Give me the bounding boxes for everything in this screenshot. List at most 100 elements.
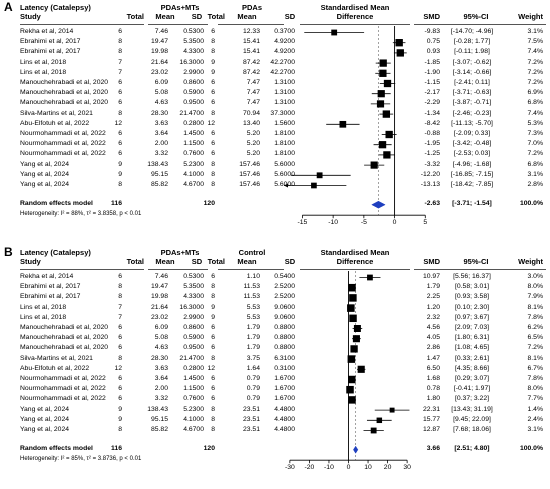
study-smd: 0.75 — [426, 38, 440, 46]
study-ci: [0.93; 3.58] — [454, 293, 489, 301]
group2-sd: 0.5400 — [274, 273, 295, 280]
study-weight: 3.1% — [527, 426, 544, 433]
study-smd: 0.93 — [426, 48, 440, 56]
pooled-ci: [2.51; 4.80] — [454, 445, 490, 453]
study-weight: 7.0% — [527, 140, 544, 148]
group1-sd: 1.4500 — [183, 130, 204, 137]
study-ci: [-4.96; -1.68] — [452, 160, 492, 168]
group2-mean: 11.53 — [243, 293, 260, 301]
study-smd: 12.87 — [422, 426, 440, 433]
study-effect-marker — [348, 375, 356, 384]
group1-sd: 2.9900 — [183, 313, 204, 321]
ci-header: 95%-CI — [463, 257, 489, 266]
study-weight: 7.3% — [527, 130, 544, 137]
group2-total: 12 — [207, 364, 215, 372]
group1-total: 6 — [118, 395, 122, 403]
group1-sd: 0.5300 — [183, 273, 204, 280]
study-name: Nourmohammadi et al, 2022 — [20, 395, 106, 403]
group2-mean: 5.20 — [246, 130, 260, 137]
study-ci: [-3.07; -0.62] — [452, 58, 492, 66]
weight-header: Weight — [518, 12, 543, 21]
study-ci: [-3.87; -0.71] — [452, 99, 492, 107]
group1-mean: 138.43 — [147, 160, 168, 168]
pooled-smd: 3.66 — [426, 445, 440, 453]
group1-sd: 0.5900 — [183, 334, 204, 342]
group1-total: 6 — [118, 385, 122, 393]
study-effect-marker — [379, 59, 387, 67]
group2-mean: 157.46 — [239, 181, 260, 188]
study-weight: 7.2% — [527, 344, 544, 352]
study-smd: -2.29 — [424, 99, 441, 107]
group1-total: 8 — [118, 283, 122, 291]
group1-total: 6 — [118, 344, 122, 352]
group2-total: 8 — [211, 354, 215, 362]
study-ci: [0.97; 3.67] — [454, 313, 489, 321]
group2-mean: 157.46 — [239, 170, 260, 178]
group1-mean: 23.02 — [150, 313, 168, 321]
group1-total: 9 — [118, 170, 122, 178]
header-rule — [218, 24, 284, 25]
header-rule — [148, 269, 208, 270]
group1-total: 8 — [118, 293, 122, 301]
study-weight: 8.0% — [527, 385, 544, 393]
chart-title: Latency (Catalepsy) — [20, 3, 91, 12]
group1-mean: 6.09 — [154, 324, 168, 331]
group2-total: 6 — [211, 375, 215, 382]
group2-mean: 11.53 — [243, 283, 260, 291]
study-weight: 7.5% — [527, 38, 544, 46]
study-name: Nourmohammadi et al, 2022 — [20, 385, 106, 393]
study-effect-marker — [347, 304, 355, 312]
mean-header: Mean — [237, 257, 257, 266]
group1-sd: 4.6700 — [183, 426, 204, 433]
group2-total: 6 — [211, 150, 215, 158]
study-effect-marker — [378, 141, 387, 149]
group1-mean: 3.32 — [154, 395, 168, 403]
study-effect-marker — [350, 345, 358, 353]
group2-total: 6 — [211, 99, 215, 107]
group1-sd: 0.8600 — [183, 324, 204, 331]
group2-sd: 0.8800 — [274, 334, 295, 342]
x-tick-label: -10 — [328, 219, 339, 227]
study-smd: -1.34 — [424, 109, 441, 117]
effect-header: Difference — [336, 257, 374, 266]
study-smd: -1.90 — [424, 68, 441, 76]
study-effect-marker — [352, 335, 360, 343]
group2-sd: 1.8100 — [274, 130, 295, 137]
group1-mean: 3.64 — [154, 130, 168, 137]
group1-sd: 1.4500 — [183, 375, 204, 382]
study-effect-marker — [376, 417, 383, 424]
group2-sd: 4.9200 — [274, 48, 295, 56]
study-ci: [0.37; 3.22] — [454, 395, 489, 403]
group2-sd: 1.8100 — [274, 140, 295, 148]
group1-sd: 0.2800 — [183, 119, 204, 127]
group2-total: 6 — [211, 395, 215, 403]
group1-sd: 0.7600 — [183, 395, 204, 403]
study-ci: [1.08; 4.65] — [454, 344, 489, 352]
group2-sd: 2.5200 — [274, 283, 295, 291]
group1-mean: 23.02 — [150, 68, 168, 76]
study-smd: -1.95 — [424, 140, 441, 148]
group2-sd: 9.0600 — [274, 303, 295, 311]
group1-mean: 6.09 — [154, 79, 168, 86]
study-ci: [-2.41; 0.11] — [454, 79, 490, 86]
header-rule — [414, 269, 546, 270]
study-name: Yang et al, 2024 — [20, 170, 70, 178]
group1-sd: 5.2300 — [183, 405, 204, 413]
group1-total: 12 — [114, 119, 122, 127]
header-rule — [414, 24, 546, 25]
group1-sd: 0.8600 — [183, 79, 204, 86]
group1-sd: 4.1000 — [183, 415, 204, 423]
study-column-header: Study — [20, 257, 41, 266]
study-name: Abu-Elfotuh et al, 2022 — [20, 364, 90, 372]
group1-sd: 1.1500 — [183, 385, 204, 393]
study-effect-marker — [348, 396, 356, 404]
total-header: Total — [126, 12, 144, 21]
study-ci: [-0.41; 1.97] — [453, 385, 491, 393]
group2-sd: 4.9200 — [274, 38, 295, 46]
group1-sd: 0.2800 — [183, 364, 204, 372]
group1-sd: 21.4700 — [179, 109, 204, 117]
study-ci: [9.45; 22.09] — [453, 415, 491, 423]
group1-mean: 4.63 — [154, 344, 168, 352]
group2-total: 6 — [211, 89, 215, 97]
study-name: Yang et al, 2024 — [20, 160, 70, 168]
